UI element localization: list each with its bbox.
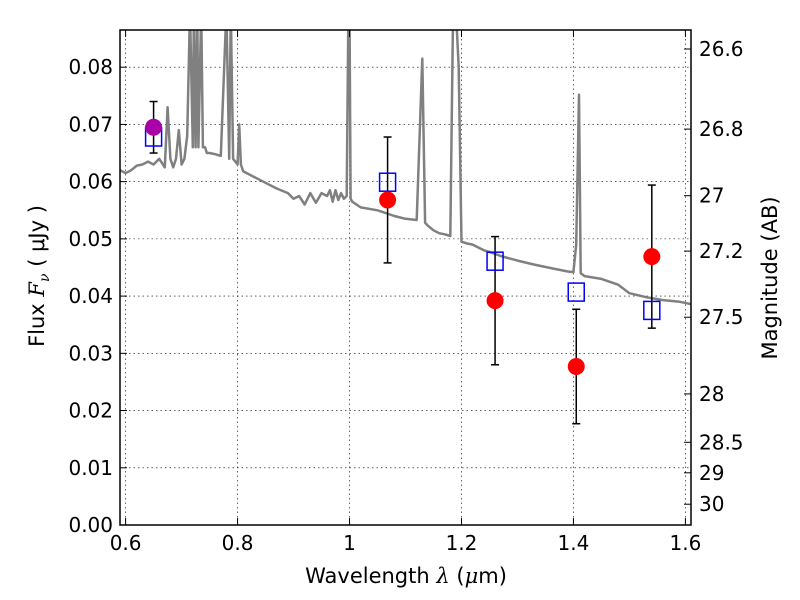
x-axis-label: Wavelength λ (μm) [305,564,507,588]
observed-flux-point [643,248,661,266]
y-axis-label: Flux Fν ( μJy ) [25,205,53,347]
y-tick-label: 0.03 [68,341,113,365]
y-tick-label: 0.07 [68,112,113,136]
grid-lines [120,30,691,526]
y-tick-label: 0.00 [68,513,113,537]
y-tick-label: 0.01 [68,456,113,480]
magnitude-tick-label: 26.8 [699,117,744,141]
observed-flux-point [486,292,504,310]
observed-flux-point [145,118,163,136]
x-tick-label: 1.6 [669,531,701,555]
magnitude-tick-label: 27.2 [699,239,744,263]
y-tick-label: 0.02 [68,399,113,423]
magnitude-tick-label: 28 [699,382,724,406]
magnitude-axis-label: Magnitude (AB) [758,196,782,359]
model-photometry-series [144,127,661,321]
y-tick-label: 0.05 [68,227,113,251]
observed-photometry-series [145,118,661,375]
model-photometry-square [378,172,397,192]
x-tick-label: 1.2 [446,531,478,555]
spectrum-line [120,30,691,306]
magnitude-tick-label: 27 [699,184,724,208]
observed-flux-point [379,191,397,209]
model-spectrum-series [120,30,691,306]
observed-flux-point [567,357,585,375]
x-tick-label: 1.4 [558,531,590,555]
magnitude-tick-label: 27.5 [699,305,744,329]
y-tick-label: 0.08 [68,55,113,79]
plot-frame [119,29,692,526]
model-photometry-square [567,282,585,302]
y-tick-label: 0.06 [68,170,113,194]
model-photometry-square [486,251,504,271]
x-tick-label: 1 [343,531,356,555]
y-tick-label: 0.04 [68,284,113,308]
magnitude-axis-ticks: 26.6 26.8 27 27.2 27.5 28 28.5 29 30 [684,37,744,516]
magnitude-tick-label: 30 [699,492,724,516]
x-tick-label: 0.8 [222,531,254,555]
magnitude-tick-label: 28.5 [699,430,744,454]
y-axis-ticks: 0.00 0.01 0.02 0.03 0.04 0.05 0.06 0.07 0.08 [68,55,127,537]
model-photometry-square [643,300,661,321]
magnitude-tick-label: 26.6 [699,37,744,61]
x-axis-ticks: 0.6 0.8 1 1.2 1.4 1.6 [110,30,701,555]
x-tick-label: 0.6 [110,531,142,555]
magnitude-tick-label: 29 [699,461,724,485]
